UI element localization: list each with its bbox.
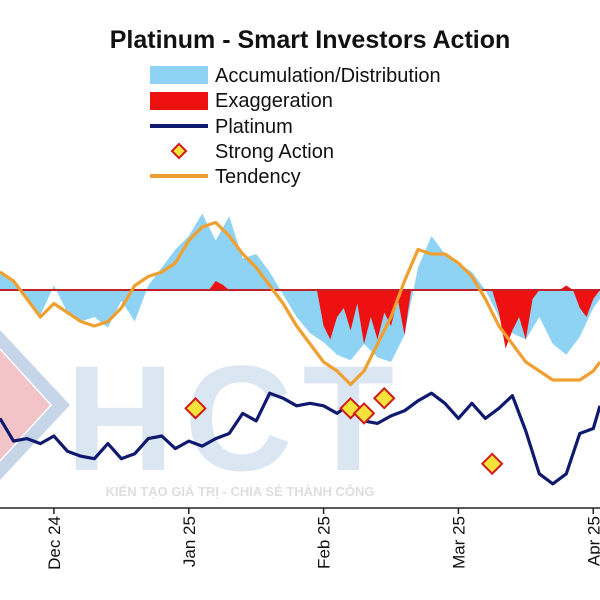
x-tick-label: Mar 25 [449, 516, 468, 569]
x-tick-label: Feb 25 [315, 516, 334, 569]
x-tick-label: Apr 25 [584, 516, 600, 566]
strong-action-marker [184, 397, 207, 420]
platinum-line [0, 391, 600, 486]
x-tick-label: Dec 24 [45, 516, 64, 570]
strong-action-marker [480, 452, 504, 476]
watermark-chevron-blue [0, 330, 70, 480]
x-axis-ticks: Dec 24 Jan 25 Feb 25 Mar 25 Apr 25 [45, 508, 600, 570]
exaggeration-area [161, 281, 600, 349]
watermark-logo: HCT KIẾN TẠO GIÁ TRỊ - CHIA SẺ THÀNH CÔN… [0, 330, 404, 502]
tendency-series [0, 220, 600, 387]
legend: Accumulation/Distribution Exaggeration P… [150, 65, 441, 188]
platinum-series [0, 391, 600, 486]
legend-swatch-exaggeration [150, 92, 208, 110]
strong-action-marker [372, 386, 396, 410]
exaggeration-fill [161, 281, 600, 349]
strong-action-marker [352, 402, 376, 425]
legend-label-platinum: Platinum [215, 116, 293, 138]
tendency-line [0, 220, 600, 387]
legend-label-strong-action: Strong Action [215, 141, 334, 163]
legend-swatch-accumulation [150, 66, 208, 84]
watermark-logo-text: HCT [66, 334, 404, 502]
strong-action-markers [184, 386, 504, 476]
legend-label-tendency: Tendency [215, 166, 301, 188]
x-tick-label: Jan 25 [180, 516, 199, 567]
legend-label-exaggeration: Exaggeration [215, 90, 333, 112]
legend-label-accumulation: Accumulation/Distribution [215, 65, 441, 87]
legend-swatch-strong-action [170, 142, 188, 160]
watermark-chevron-red [0, 350, 50, 460]
chart-title: Platinum - Smart Investors Action [110, 26, 511, 54]
watermark-slogan: KIẾN TẠO GIÁ TRỊ - CHIA SẺ THÀNH CÔNG [106, 484, 375, 499]
